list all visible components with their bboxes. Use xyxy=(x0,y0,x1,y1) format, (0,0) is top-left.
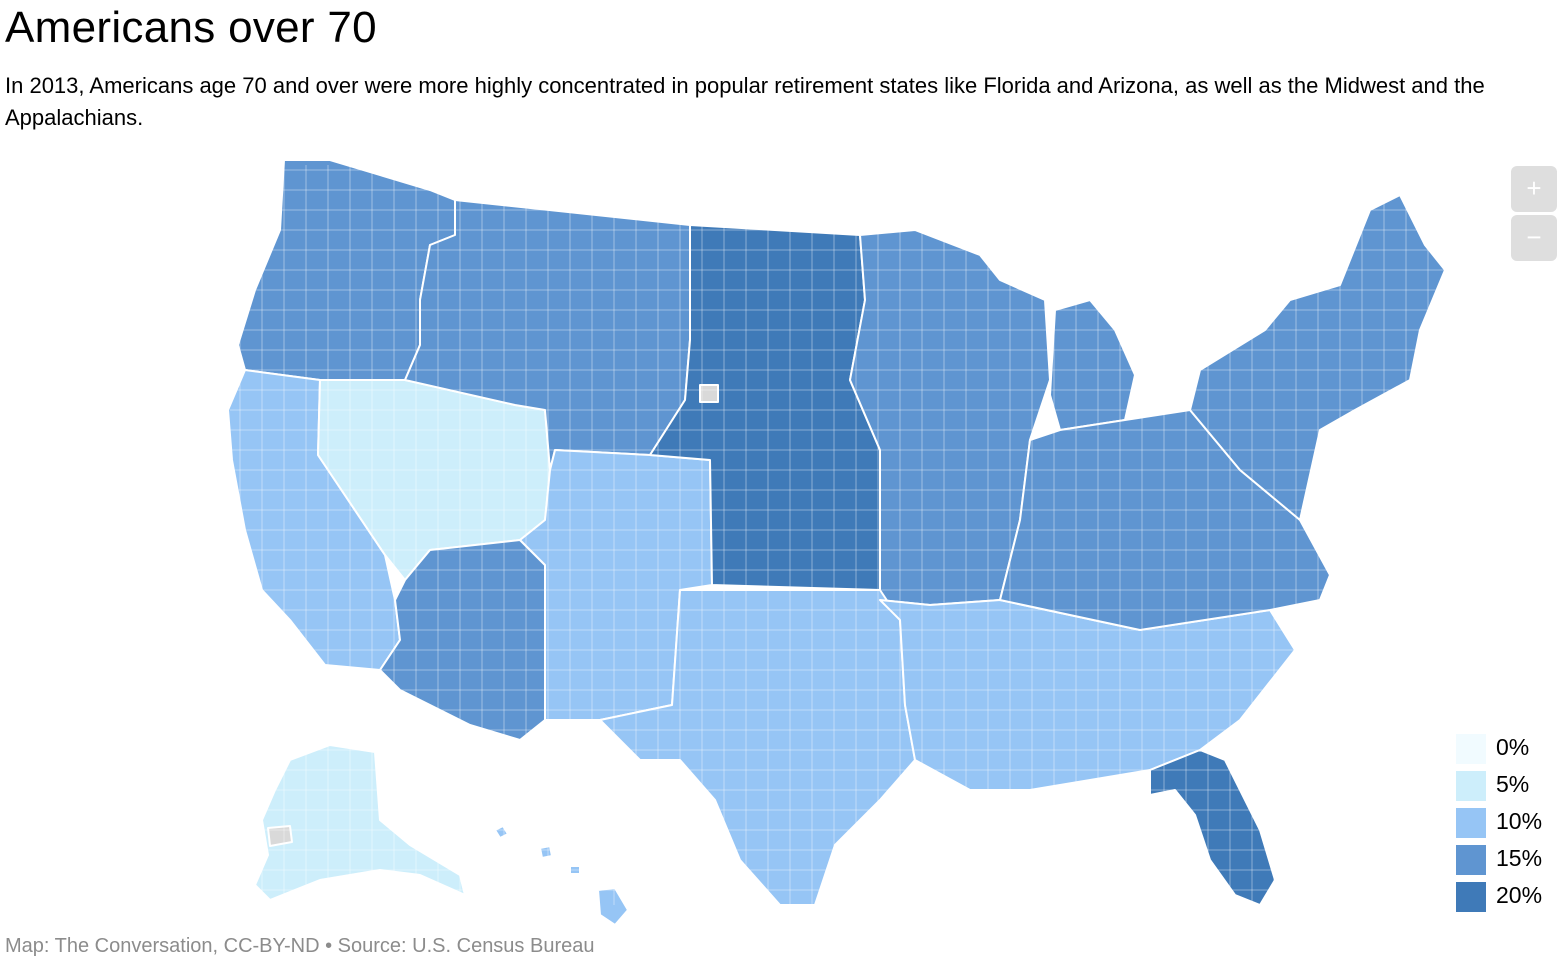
legend-item: 20% xyxy=(1456,876,1566,913)
choropleth-map[interactable] xyxy=(0,150,1566,930)
region-michigan[interactable] xyxy=(1049,299,1136,431)
region-appalachia[interactable] xyxy=(999,409,1331,631)
region-northeast[interactable] xyxy=(1189,194,1446,521)
map-credit: Map: The Conversation, CC-BY-ND • Source… xyxy=(5,935,595,957)
legend-label: 15% xyxy=(1496,845,1543,871)
legend-label: 5% xyxy=(1496,771,1530,797)
region-florida[interactable] xyxy=(1149,749,1276,906)
legend-label: 0% xyxy=(1496,734,1530,760)
zoom-in-button[interactable]: + xyxy=(1511,166,1557,212)
legend-swatch xyxy=(1456,845,1486,875)
region-no-data xyxy=(267,825,293,847)
map-legend: 0% 5% 10% 15% 20% xyxy=(1456,728,1566,913)
legend-item: 0% xyxy=(1456,728,1566,765)
page-title: Americans over 70 xyxy=(5,3,377,52)
page-subtitle: In 2013, Americans age 70 and over were … xyxy=(5,73,1485,130)
region-alaska[interactable] xyxy=(254,744,466,901)
legend-label: 10% xyxy=(1496,808,1543,834)
legend-item: 10% xyxy=(1456,802,1566,839)
legend-swatch xyxy=(1456,808,1486,838)
legend-label: 20% xyxy=(1496,882,1543,908)
legend-swatch xyxy=(1456,771,1486,801)
map-svg[interactable] xyxy=(0,150,1566,930)
legend-item: 5% xyxy=(1456,765,1566,802)
region-no-data xyxy=(699,384,719,403)
legend-swatch xyxy=(1456,882,1486,912)
region-south[interactable] xyxy=(879,599,1296,791)
zoom-out-button[interactable]: − xyxy=(1511,215,1557,261)
legend-swatch xyxy=(1456,734,1486,764)
legend-item: 15% xyxy=(1456,839,1566,876)
region-hawaii[interactable] xyxy=(494,825,629,926)
